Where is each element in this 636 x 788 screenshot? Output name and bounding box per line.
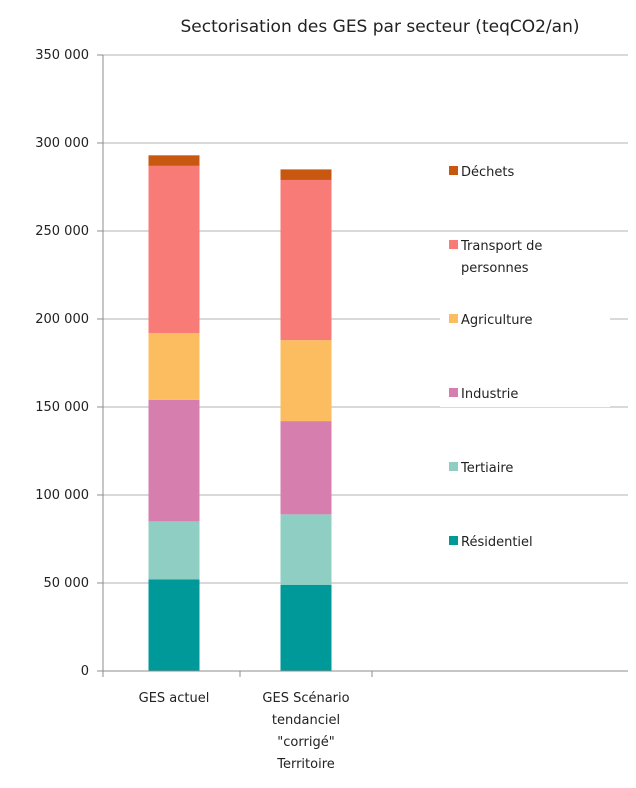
- bar-segment-transport-de-personnes: [280, 179, 332, 341]
- y-tick-label: 150 000: [35, 400, 89, 415]
- bar-segment-dechets: [148, 155, 200, 166]
- axes: 0 50 000 100 000 150 000 200 000 250 000 300 0…: [35, 48, 628, 772]
- y-tick-label: 250 000: [35, 224, 89, 239]
- legend: Déchets Transport de personnes Agriculture I…: [440, 159, 610, 555]
- x-category-label: tendanciel: [272, 713, 340, 728]
- legend-item-background: [440, 233, 610, 279]
- legend-label: Tertiaire: [460, 461, 513, 476]
- legend-item-background: [440, 381, 610, 407]
- x-category-label: "corrigé": [277, 735, 334, 750]
- bars: [148, 155, 332, 671]
- legend-swatch: [449, 536, 458, 545]
- y-tick-label: 200 000: [35, 312, 89, 327]
- bar-segment-residentiel: [148, 579, 200, 671]
- legend-item-background: [440, 307, 610, 333]
- y-tick-label: 50 000: [44, 576, 90, 591]
- bar-segment-residentiel: [280, 584, 332, 671]
- legend-item-background: [440, 455, 610, 481]
- legend-swatch: [449, 388, 458, 397]
- legend-label: personnes: [461, 261, 529, 276]
- y-tick-label: 350 000: [35, 48, 89, 63]
- y-tick-label: 0: [81, 664, 89, 679]
- bar-segment-industrie: [148, 399, 200, 522]
- legend-swatch: [449, 166, 458, 175]
- x-category-label: GES Scénario: [262, 691, 349, 706]
- x-category-label: Territoire: [276, 757, 335, 772]
- bar-segment-tertiaire: [280, 514, 332, 585]
- legend-label: Résidentiel: [461, 535, 533, 550]
- legend-item-background: [440, 529, 610, 555]
- y-tick-label: 100 000: [35, 488, 89, 503]
- bar-segment-tertiaire: [148, 521, 200, 580]
- bar-segment-dechets: [280, 169, 332, 180]
- bar-segment-agriculture: [280, 340, 332, 422]
- bar-segment-transport-de-personnes: [148, 165, 200, 334]
- legend-label: Agriculture: [461, 313, 533, 328]
- x-category-label: GES actuel: [139, 691, 210, 706]
- legend-label: Industrie: [461, 387, 518, 402]
- legend-item-background: [440, 159, 610, 185]
- legend-label: Transport de: [460, 239, 542, 254]
- legend-swatch: [449, 462, 458, 471]
- bar-segment-industrie: [280, 421, 332, 515]
- legend-label: Déchets: [461, 165, 514, 180]
- chart-title: Sectorisation des GES par secteur (teqCO…: [181, 17, 580, 37]
- legend-swatch: [449, 314, 458, 323]
- y-tick-label: 300 000: [35, 136, 89, 151]
- bar-segment-agriculture: [148, 333, 200, 400]
- legend-swatch: [449, 240, 458, 249]
